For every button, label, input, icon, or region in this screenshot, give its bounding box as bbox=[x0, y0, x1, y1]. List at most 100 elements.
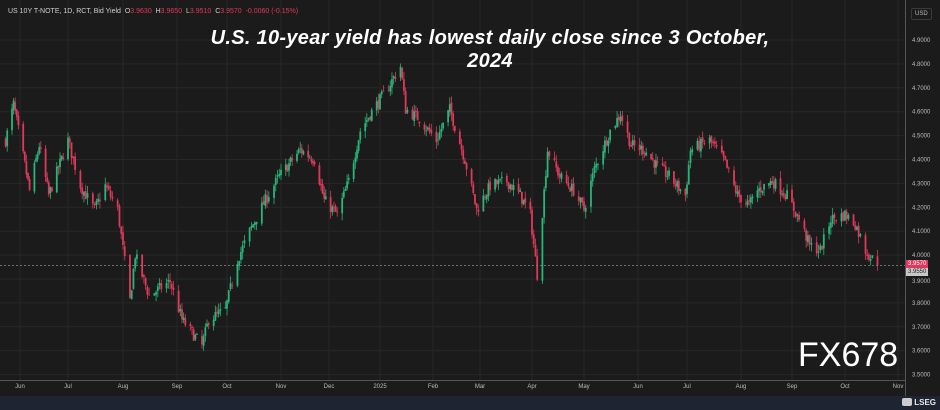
currency-button[interactable]: USD bbox=[911, 8, 932, 20]
candle-body bbox=[264, 194, 267, 206]
low-value: 3.9510 bbox=[189, 8, 212, 15]
candle-body bbox=[310, 159, 313, 162]
candle-body bbox=[357, 140, 360, 151]
candle-body bbox=[650, 153, 652, 159]
candle-body bbox=[99, 199, 101, 202]
y-tick-label: 4.1000 bbox=[912, 229, 931, 235]
candle-body bbox=[798, 214, 800, 220]
high-value: 3.9650 bbox=[160, 8, 183, 15]
candle-body bbox=[736, 191, 739, 195]
candle-body bbox=[864, 235, 867, 254]
candle-body bbox=[425, 130, 428, 132]
x-tick-label: Oct bbox=[222, 384, 232, 390]
candle-body bbox=[604, 140, 606, 153]
candle-body bbox=[553, 157, 556, 160]
candle-body bbox=[155, 291, 157, 295]
candle-body bbox=[869, 258, 872, 261]
candle-body bbox=[759, 187, 762, 192]
candle-body bbox=[619, 116, 622, 122]
lseg-icon bbox=[902, 398, 913, 406]
candle-body bbox=[633, 140, 636, 146]
candle-body bbox=[668, 170, 670, 176]
candle-body bbox=[676, 181, 679, 187]
candle-body bbox=[465, 163, 468, 170]
candle-body bbox=[134, 258, 137, 269]
candle-body bbox=[286, 165, 289, 172]
candle-body bbox=[318, 165, 321, 185]
candle-body bbox=[763, 184, 765, 190]
x-tick-label: Feb bbox=[428, 384, 439, 390]
candle-body bbox=[708, 137, 711, 144]
candle-body bbox=[379, 94, 381, 110]
candle-body bbox=[320, 184, 322, 186]
candle-body bbox=[845, 211, 848, 220]
candle-body bbox=[558, 173, 561, 178]
x-tick-label: Aug bbox=[736, 384, 747, 390]
candle-body bbox=[786, 190, 788, 200]
candle-body bbox=[663, 165, 666, 167]
candle-body bbox=[299, 148, 302, 150]
candle-body bbox=[630, 145, 632, 147]
candle-body bbox=[143, 274, 145, 277]
candle-body bbox=[72, 156, 75, 159]
candle-body bbox=[477, 209, 480, 212]
candle-body bbox=[507, 181, 510, 189]
candle-body bbox=[375, 101, 378, 111]
candle-body bbox=[406, 110, 409, 113]
candle-body bbox=[779, 178, 782, 195]
candle-body bbox=[399, 66, 402, 78]
candle-body bbox=[148, 294, 151, 296]
candle-body bbox=[289, 157, 292, 163]
candle-body bbox=[677, 180, 680, 191]
candle-body bbox=[107, 185, 110, 190]
candle-body bbox=[25, 161, 28, 175]
y-tick-label: 4.8000 bbox=[912, 62, 931, 68]
candle-body bbox=[517, 184, 520, 192]
x-tick-label: Dec bbox=[324, 384, 335, 390]
candle-body bbox=[106, 185, 108, 188]
candle-body bbox=[531, 209, 533, 235]
candle-body bbox=[86, 193, 89, 198]
candle-body bbox=[590, 180, 592, 207]
candle-body bbox=[792, 201, 795, 211]
candle-body bbox=[452, 113, 455, 126]
candle-body bbox=[11, 108, 13, 131]
candle-body bbox=[260, 202, 263, 224]
candle-body bbox=[817, 251, 820, 253]
candle-body bbox=[156, 286, 159, 292]
y-tick-label: 3.7000 bbox=[912, 325, 931, 331]
candle-body bbox=[184, 318, 187, 326]
candle-body bbox=[49, 187, 52, 193]
candle-body bbox=[255, 221, 258, 225]
candle-body bbox=[782, 193, 785, 196]
candle-body bbox=[871, 255, 874, 258]
candle-body bbox=[238, 261, 241, 266]
candle-body bbox=[6, 130, 9, 147]
candle-body bbox=[229, 283, 232, 289]
candle-body bbox=[44, 148, 47, 178]
high-label: H bbox=[155, 8, 161, 15]
candle-body bbox=[852, 214, 855, 226]
x-tick-label: Mar bbox=[475, 384, 485, 390]
candle-body bbox=[120, 226, 123, 234]
candle-body bbox=[758, 188, 760, 192]
price-chart[interactable]: 4.9000 4.8000 4.7000 4.6000 4.5000 4.4000 4.30… bbox=[0, 0, 940, 396]
open-label: O bbox=[124, 8, 131, 15]
candle-body bbox=[489, 181, 491, 191]
candle-body bbox=[475, 203, 478, 209]
candle-body bbox=[463, 160, 466, 164]
candle-body bbox=[123, 246, 126, 257]
candle-body bbox=[196, 334, 198, 335]
candle-body bbox=[278, 173, 281, 177]
candle-body bbox=[643, 153, 646, 155]
candle-body bbox=[59, 158, 61, 167]
candle-body bbox=[288, 163, 290, 171]
candle-body bbox=[116, 200, 119, 207]
candle-body bbox=[642, 145, 644, 155]
candle-body bbox=[204, 327, 207, 337]
candle-body bbox=[791, 189, 793, 203]
candle-body bbox=[331, 206, 334, 212]
candle-body bbox=[146, 286, 149, 295]
candle-body bbox=[710, 135, 713, 142]
candle-body bbox=[509, 184, 512, 190]
